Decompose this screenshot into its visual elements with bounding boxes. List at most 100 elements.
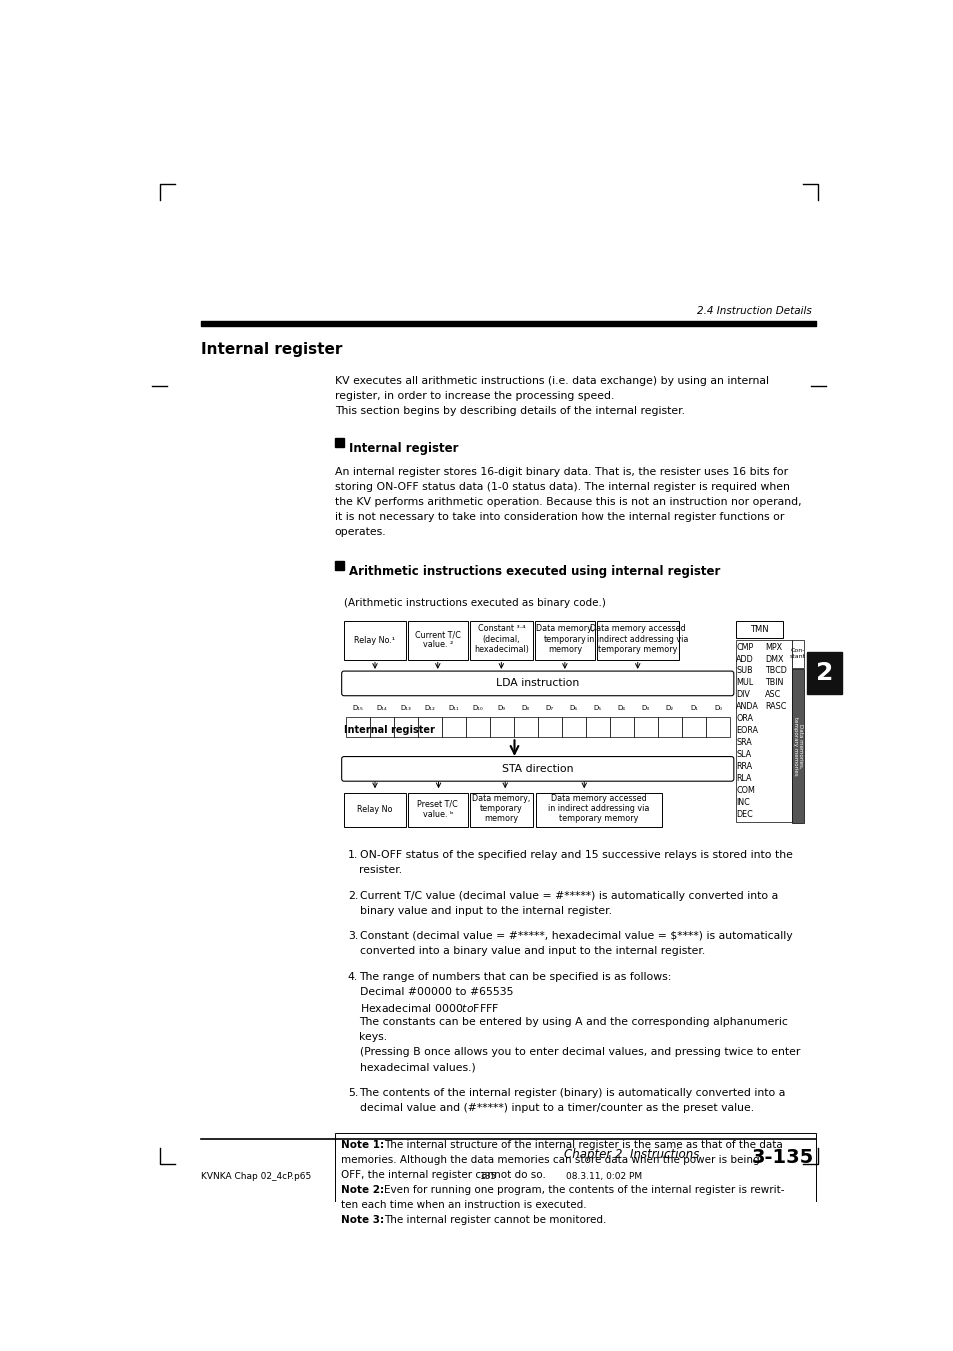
Text: COM: COM	[736, 786, 754, 794]
Bar	[465, 717, 489, 738]
Text: Data memory accessed: Data memory accessed	[589, 624, 685, 634]
Text: The range of numbers that can be specified is as follows:: The range of numbers that can be specifi…	[359, 973, 671, 982]
Text: DEC: DEC	[736, 809, 752, 819]
Text: Hexadecimal $0000 to $FFFF: Hexadecimal $0000 to $FFFF	[359, 1002, 498, 1015]
Text: memory: memory	[484, 815, 517, 823]
Bar	[335, 438, 344, 447]
Text: Constant (decimal value = #*****, hexadecimal value = $****) is automatically: Constant (decimal value = #*****, hexade…	[359, 931, 791, 942]
Text: D₁₄: D₁₄	[375, 705, 387, 711]
Text: This section begins by describing details of the internal register.: This section begins by describing detail…	[335, 407, 684, 416]
Text: Internal register: Internal register	[200, 342, 341, 357]
Text: D₄: D₄	[618, 705, 625, 711]
Text: MPX: MPX	[764, 643, 781, 651]
Text: temporary: temporary	[543, 635, 586, 643]
Text: 2.: 2.	[348, 890, 357, 901]
Text: memories. Although the data memories can store data when the power is being: memories. Although the data memories can…	[340, 1155, 759, 1166]
Bar	[534, 621, 595, 659]
Text: 1.: 1.	[348, 850, 357, 859]
Bar	[469, 621, 533, 659]
Text: (Arithmetic instructions executed as binary code.): (Arithmetic instructions executed as bin…	[344, 598, 605, 608]
Text: 3-135: 3-135	[751, 1148, 813, 1167]
Text: memory: memory	[547, 644, 581, 654]
Text: in indirect addressing via: in indirect addressing via	[548, 804, 649, 813]
Text: Decimal #00000 to #65535: Decimal #00000 to #65535	[359, 988, 513, 997]
Bar	[407, 793, 468, 827]
Text: Con-
stant: Con- stant	[789, 648, 805, 659]
Text: TBCD: TBCD	[764, 666, 786, 676]
Text: The contents of the internal register (binary) is automatically converted into a: The contents of the internal register (b…	[359, 1088, 785, 1098]
Text: 5.: 5.	[348, 1088, 357, 1098]
Text: Data memories,
temporary memories: Data memories, temporary memories	[792, 716, 802, 775]
Text: The constants can be entered by using Α and the corresponding alphanumeric: The constants can be entered by using Α …	[359, 1017, 787, 1027]
Text: temporary memory: temporary memory	[598, 644, 677, 654]
Text: An internal register stores 16-digit binary data. That is, the resister uses 16 : An internal register stores 16-digit bin…	[335, 467, 787, 477]
Bar	[407, 621, 468, 659]
Bar	[736, 639, 791, 821]
Text: INC: INC	[736, 797, 749, 807]
Bar	[344, 793, 406, 827]
Text: hexadecimal values.): hexadecimal values.)	[359, 1062, 475, 1073]
Text: D₁: D₁	[689, 705, 698, 711]
Text: temporary memory: temporary memory	[558, 815, 638, 823]
Text: 2: 2	[816, 661, 833, 685]
Text: temporary: temporary	[479, 804, 522, 813]
Text: 08.3.11, 0:02 PM: 08.3.11, 0:02 PM	[566, 1171, 642, 1181]
Text: Internal register: Internal register	[344, 725, 435, 735]
Text: KV executes all arithmetic instructions (i.e. data exchange) by using an interna: KV executes all arithmetic instructions …	[335, 376, 768, 386]
Text: converted into a binary value and input to the internal register.: converted into a binary value and input …	[359, 946, 704, 957]
Text: Relay No.¹: Relay No.¹	[355, 636, 395, 644]
Text: D₁₃: D₁₃	[400, 705, 411, 711]
Text: MUL: MUL	[736, 678, 753, 688]
Bar	[489, 717, 513, 738]
Text: LDA instruction: LDA instruction	[496, 678, 578, 689]
Text: Data memory,: Data memory,	[472, 794, 530, 804]
Text: Even for running one program, the contents of the internal register is rewrit-: Even for running one program, the conten…	[384, 1185, 784, 1196]
Bar	[335, 561, 344, 570]
Text: binary value and input to the internal register.: binary value and input to the internal r…	[359, 905, 611, 916]
Bar	[736, 621, 781, 638]
Text: Relay No: Relay No	[356, 805, 393, 815]
Text: CMP: CMP	[736, 643, 753, 651]
Text: 2.4 Instruction Details: 2.4 Instruction Details	[697, 307, 811, 316]
Text: DIV: DIV	[736, 690, 749, 700]
Bar	[394, 717, 417, 738]
Text: DMX: DMX	[764, 654, 782, 663]
Text: ASC: ASC	[764, 690, 781, 700]
Bar	[345, 717, 369, 738]
Text: RLA: RLA	[736, 774, 751, 782]
Bar	[609, 717, 633, 738]
Text: Current T/C: Current T/C	[415, 630, 460, 639]
Text: RASC: RASC	[764, 703, 785, 711]
Bar	[791, 669, 803, 823]
Bar	[791, 639, 803, 667]
Bar	[705, 717, 729, 738]
Bar	[681, 717, 705, 738]
Text: D₈: D₈	[521, 705, 529, 711]
Text: STA direction: STA direction	[501, 763, 573, 774]
Bar	[417, 717, 441, 738]
Bar	[537, 717, 561, 738]
Text: Current T/C value (decimal value = #*****) is automatically converted into a: Current T/C value (decimal value = #****…	[359, 890, 777, 901]
Text: D₁₅: D₁₅	[352, 705, 363, 711]
Text: D₆: D₆	[569, 705, 578, 711]
Text: EORA: EORA	[736, 725, 758, 735]
Text: value. ᵇ: value. ᵇ	[422, 809, 453, 819]
Text: The internal register cannot be monitored.: The internal register cannot be monitore…	[384, 1216, 606, 1225]
Text: storing ON-OFF status data (1-0 status data). The internal register is required : storing ON-OFF status data (1-0 status d…	[335, 482, 789, 493]
Text: Note 2:: Note 2:	[340, 1185, 384, 1196]
Text: 4.: 4.	[348, 973, 357, 982]
Bar	[585, 717, 609, 738]
Bar	[344, 621, 406, 659]
Text: Constant ³‧⁴: Constant ³‧⁴	[477, 624, 524, 634]
Bar	[561, 717, 585, 738]
Bar	[536, 793, 661, 827]
FancyBboxPatch shape	[341, 671, 733, 696]
Text: register, in order to increase the processing speed.: register, in order to increase the proce…	[335, 392, 614, 401]
Text: Note 1:: Note 1:	[340, 1140, 384, 1151]
Text: SUB: SUB	[736, 666, 752, 676]
Bar	[806, 651, 841, 694]
Bar	[513, 717, 537, 738]
Text: D₁₀: D₁₀	[472, 705, 482, 711]
Text: Chapter 2  Instructions: Chapter 2 Instructions	[564, 1148, 699, 1162]
Text: Data memory accessed: Data memory accessed	[551, 794, 646, 804]
